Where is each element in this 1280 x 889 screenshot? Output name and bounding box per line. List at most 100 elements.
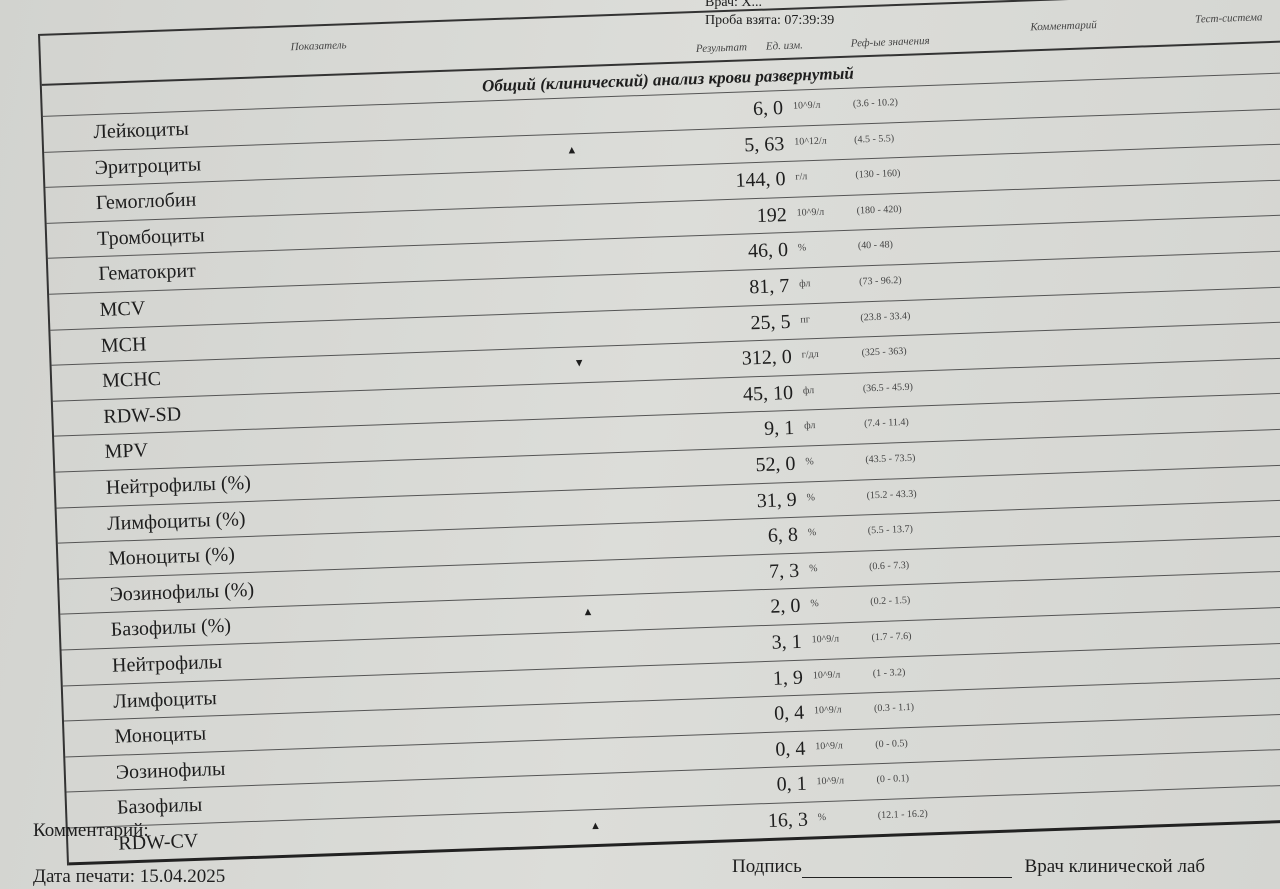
comment-label: Комментарий: <box>33 820 149 841</box>
flag-icon: ▼ <box>573 357 585 370</box>
unit: фл <box>802 384 815 397</box>
unit: 10^9/л <box>812 668 841 681</box>
indicator-name: Моноциты <box>114 722 207 748</box>
result-value: 81, 7 <box>748 274 790 299</box>
unit: % <box>807 527 817 539</box>
reference-range: (1.7 - 7.6) <box>871 630 912 644</box>
reference-range: (130 - 160) <box>855 168 901 181</box>
result-value: 3, 1 <box>771 630 803 654</box>
unit: г/л <box>795 171 808 183</box>
result-value: 192 <box>756 203 788 227</box>
col-test-system: Тест-система <box>1194 11 1263 26</box>
indicator-name: Лейкоциты <box>93 117 190 144</box>
unit: пг <box>800 313 811 326</box>
unit: 10^12/л <box>794 135 827 148</box>
reference-range: (43.5 - 73.5) <box>865 452 916 466</box>
result-value: 0, 4 <box>775 737 806 761</box>
result-value: 25, 5 <box>750 310 791 334</box>
result-value: 6, 0 <box>752 97 784 121</box>
indicator-name: Лимфоциты (%) <box>106 507 246 535</box>
flag-icon: ▲ <box>589 819 602 833</box>
reference-range: (5.5 - 13.7) <box>867 523 914 537</box>
col-reference: Реф-ые значения <box>850 34 930 50</box>
reference-range: (0 - 0.1) <box>876 773 910 786</box>
indicator-name: MPV <box>104 439 149 464</box>
reference-range: (15.2 - 43.3) <box>866 488 917 501</box>
unit: 10^9/л <box>796 206 825 219</box>
indicator-name: Гематокрит <box>98 260 197 286</box>
indicator-name: Базофилы <box>116 794 203 819</box>
indicator-name: MCHC <box>101 368 162 393</box>
unit: % <box>808 562 818 575</box>
reference-range: (325 - 363) <box>861 346 907 359</box>
indicator-name: Эозинофилы <box>115 757 226 784</box>
unit: 10^9/л <box>792 99 821 112</box>
col-unit: Ед. изм. <box>765 39 804 53</box>
result-value: 16, 3 <box>767 808 809 832</box>
reference-range: (0.3 - 1.1) <box>873 701 915 715</box>
indicator-name: Лимфоциты <box>112 686 218 713</box>
sample-taken-time: Проба взята: 07:39:39 <box>705 13 835 28</box>
result-value: 52, 0 <box>755 452 796 477</box>
reference-range: (0 - 0.5) <box>875 737 908 750</box>
result-value: 46, 0 <box>747 239 789 263</box>
result-value: 0, 1 <box>776 772 808 796</box>
doctor-label: Врач: Х... <box>705 0 763 10</box>
result-value: 5, 63 <box>743 132 785 157</box>
indicator-name: MCV <box>99 297 146 321</box>
reference-range: (3.6 - 10.2) <box>852 97 899 110</box>
reference-range: (0.6 - 7.3) <box>868 559 910 573</box>
reference-range: (4.5 - 5.5) <box>853 132 895 146</box>
col-comment: Комментарий <box>1030 19 1097 34</box>
result-value: 7, 3 <box>768 559 800 583</box>
reference-range: (40 - 48) <box>857 239 894 252</box>
indicator-name: Нейтрофилы (%) <box>105 471 252 499</box>
result-value: 9, 1 <box>763 417 795 441</box>
unit: % <box>797 242 807 254</box>
reference-range: (36.5 - 45.9) <box>862 381 914 395</box>
result-value: 31, 9 <box>756 488 798 512</box>
reference-range: (73 - 96.2) <box>858 274 902 288</box>
signature-line <box>801 859 1012 878</box>
result-value: 1, 9 <box>772 666 804 690</box>
reference-range: (180 - 420) <box>856 203 902 217</box>
reference-range: (7.4 - 11.4) <box>863 417 909 430</box>
doctor-title: Врач клинической лаб <box>1024 856 1206 877</box>
reference-range: (0.2 - 1.5) <box>870 595 911 608</box>
results-table: Показатель Результат Ед. изм. Реф-ые зна… <box>38 0 1280 866</box>
unit: г/дл <box>801 349 819 361</box>
indicator-name: Моноциты (%) <box>107 543 236 570</box>
result-value: 6, 8 <box>767 523 799 547</box>
unit: 10^9/л <box>816 775 845 788</box>
result-value: 312, 0 <box>741 346 793 370</box>
reference-range: (1 - 3.2) <box>872 666 906 679</box>
indicator-name: RDW-SD <box>103 402 182 428</box>
reference-range: (12.1 - 16.2) <box>877 808 928 822</box>
unit: % <box>806 491 816 503</box>
reference-range: (23.8 - 33.4) <box>860 310 911 324</box>
indicator-name: Тромбоциты <box>96 224 206 250</box>
indicator-name: Гемоглобин <box>95 188 197 215</box>
indicator-name: Эритроциты <box>94 152 202 179</box>
flag-icon: ▲ <box>566 143 578 157</box>
unit: % <box>817 811 827 824</box>
indicator-name: Базофилы (%) <box>110 614 232 642</box>
print-date: Дата печати: 15.04.2025 <box>33 866 226 887</box>
signature-label: Подпись <box>732 856 802 877</box>
unit: 10^9/л <box>813 704 842 717</box>
indicator-name: Эозинофилы (%) <box>109 578 255 606</box>
flag-icon: ▲ <box>582 606 594 619</box>
result-value: 45, 10 <box>742 381 794 406</box>
unit: фл <box>798 278 811 290</box>
indicator-name: MCH <box>100 332 147 357</box>
col-result: Результат <box>695 41 748 56</box>
result-value: 0, 4 <box>773 701 805 725</box>
unit: 10^9/л <box>815 740 843 752</box>
result-value: 144, 0 <box>735 168 786 192</box>
result-value: 2, 0 <box>770 595 801 619</box>
unit: 10^9/л <box>811 633 840 646</box>
unit: % <box>810 598 819 610</box>
col-indicator: Показатель <box>290 39 347 54</box>
unit: фл <box>803 420 816 432</box>
